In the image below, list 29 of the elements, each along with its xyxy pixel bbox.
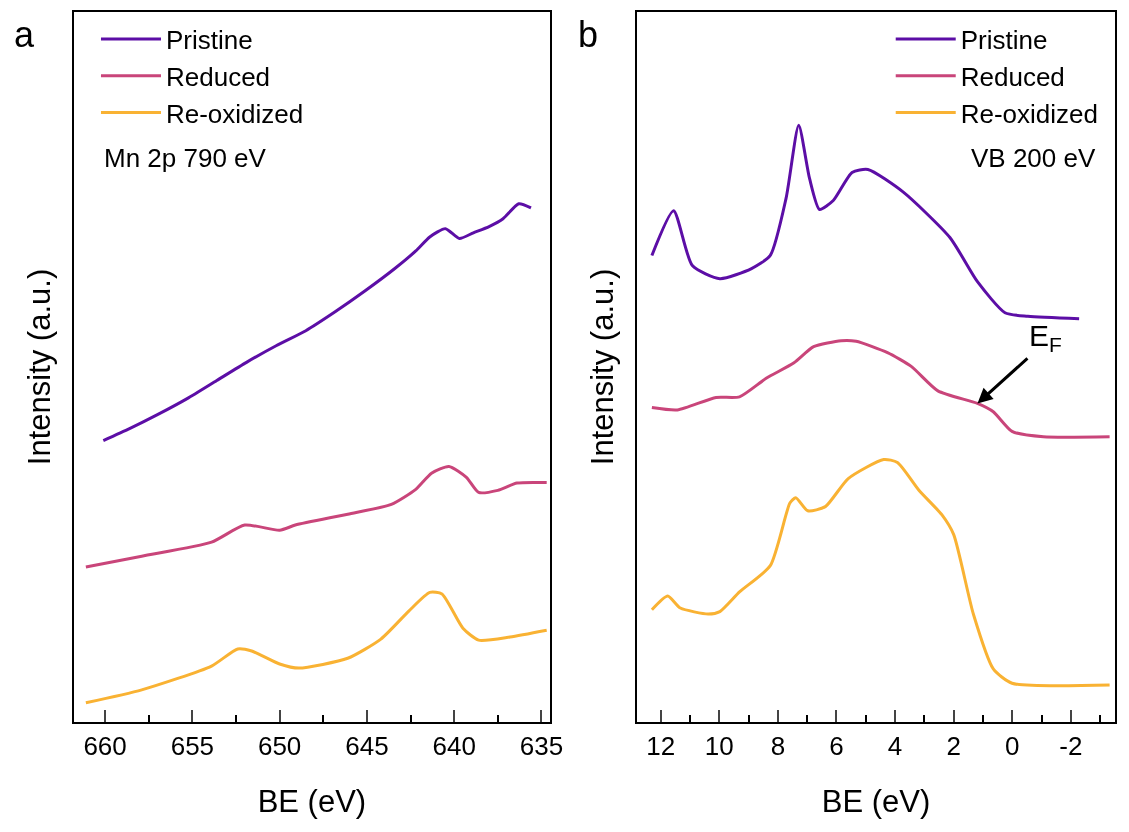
x-tick-label: 660 xyxy=(83,731,127,762)
x-tick-label: 635 xyxy=(519,731,564,762)
x-tick-label: 645 xyxy=(345,731,389,762)
legend-label: Pristine xyxy=(165,25,253,56)
y-axis-title: Intensity (a.u.) xyxy=(585,268,621,466)
x-tick-label: 12 xyxy=(646,731,676,762)
x-tick-label: -2 xyxy=(1059,731,1083,762)
legend-label: Pristine xyxy=(960,25,1048,56)
x-tick-label: 650 xyxy=(257,731,302,762)
text: b xyxy=(578,14,599,55)
x-tick-label: 2 xyxy=(946,731,961,762)
text: Mn 2p 790 eV xyxy=(104,143,267,173)
annotation: E$_{F}$ xyxy=(1029,319,1062,357)
x-axis-title: BE (eV) xyxy=(821,783,931,819)
text: a xyxy=(14,14,35,55)
legend-label: Reduced xyxy=(960,61,1065,92)
x-tick-label: 655 xyxy=(170,731,215,762)
x-tick-label: 6 xyxy=(829,731,844,762)
x-tick-label: 8 xyxy=(770,731,786,762)
x-tick-label: 640 xyxy=(432,731,476,762)
y-axis-title: Intensity (a.u.) xyxy=(21,268,57,466)
legend-label: Re-oxidized xyxy=(960,98,1099,129)
x-axis-title: BE (eV) xyxy=(257,783,367,819)
x-tick-label: 4 xyxy=(887,731,903,762)
x-tick-label: 10 xyxy=(704,731,734,762)
legend-label: Reduced xyxy=(165,61,271,92)
annotation: VB 200 eV xyxy=(971,143,1096,173)
x-tick-label: 0 xyxy=(1005,731,1020,762)
legend-label: Re-oxidized xyxy=(165,98,304,129)
